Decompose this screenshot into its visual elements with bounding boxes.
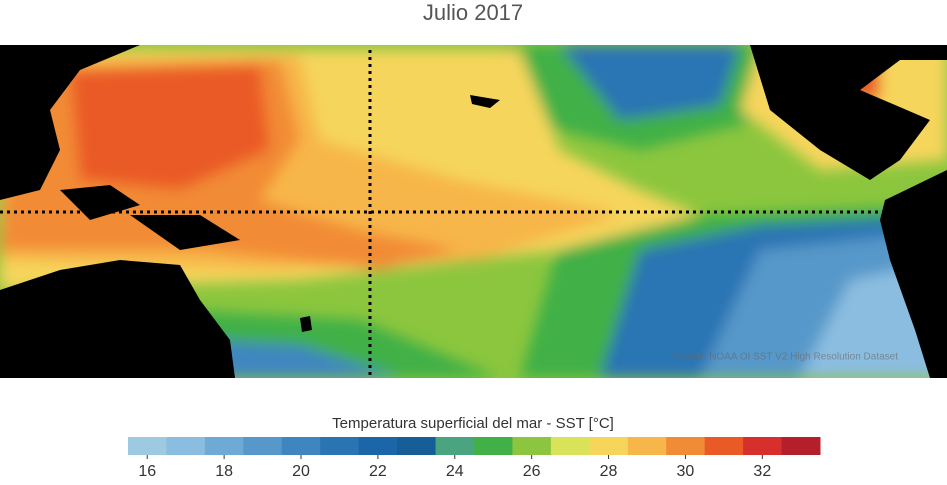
- tick-label: 20: [292, 463, 310, 480]
- colorbar: 16 18 20 22 24 26 28 30 32: [128, 437, 821, 480]
- colorbar-bin: [281, 437, 321, 455]
- colorbar-bin: [128, 437, 167, 455]
- colorbar-bin: [781, 437, 821, 455]
- colorbar-bin: [550, 437, 590, 455]
- colorbar-bin: [243, 437, 283, 455]
- tick-label: 30: [677, 463, 695, 480]
- sst-map: Fuente: NOAA OI SST V2 High Resolution D…: [0, 45, 947, 378]
- tick-label: 32: [753, 463, 771, 480]
- source: Fuente: NOAA OI SST V2 High Resolution D…: [673, 352, 899, 363]
- colorbar-bin: [589, 437, 629, 455]
- tick-label: 28: [600, 463, 618, 480]
- colorbar-bin: [358, 437, 398, 455]
- colorbar-bin: [320, 437, 360, 455]
- colorbar-bin: [704, 437, 744, 455]
- title: Julio 2017: [423, 0, 523, 25]
- tick-label: 22: [369, 463, 387, 480]
- colorbar-bin: [666, 437, 706, 455]
- colorbar-label: Temperatura superficial del mar - SST [°…: [332, 415, 614, 432]
- tick-label: 18: [215, 463, 233, 480]
- tick-label: 24: [446, 463, 464, 480]
- tick-label: 16: [138, 463, 156, 480]
- colorbar-bin: [435, 437, 475, 455]
- colorbar-bin: [204, 437, 244, 455]
- tick-label: 26: [523, 463, 541, 480]
- colorbar-bin: [512, 437, 552, 455]
- colorbar-bin: [627, 437, 667, 455]
- colorbar-bin: [397, 437, 437, 455]
- colorbar-bin: [166, 437, 206, 455]
- colorbar-bin: [743, 437, 783, 455]
- colorbar-bin: [474, 437, 513, 455]
